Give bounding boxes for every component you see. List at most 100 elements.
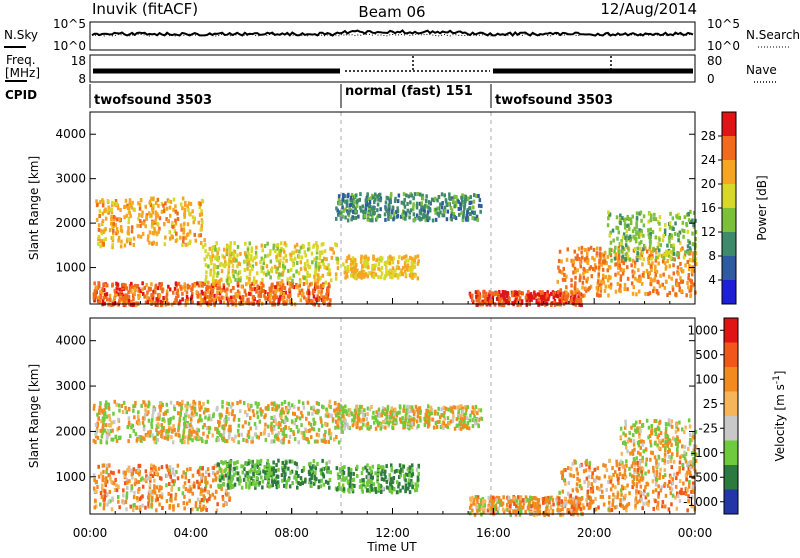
data-cell-2 [282, 461, 285, 465]
data-cell-0 [219, 433, 222, 437]
data-cell-0 [158, 405, 161, 409]
data-cell-0 [308, 295, 311, 299]
data-cell-7 [628, 227, 631, 231]
data-cell-1 [166, 499, 169, 503]
data-cell-3 [428, 216, 431, 220]
data-cell-2 [210, 258, 213, 262]
data-cell-2 [266, 264, 269, 268]
data-cell-0 [137, 410, 140, 414]
data-cell-5 [547, 297, 550, 301]
data-cell-1 [113, 215, 116, 219]
data-cell-6 [682, 269, 685, 273]
data-cell-1 [94, 499, 97, 503]
data-cell-6 [560, 288, 563, 292]
data-cell-3 [407, 415, 410, 419]
data-cell-2 [269, 275, 272, 279]
data-cell-1 [117, 500, 120, 504]
data-cell-6 [624, 287, 627, 291]
data-cell-0 [165, 429, 168, 433]
data-cell-0 [301, 414, 304, 418]
data-cell-1 [190, 202, 193, 206]
data-cell-0 [179, 402, 182, 406]
data-cell-6 [656, 289, 659, 293]
data-cell-3 [428, 422, 431, 426]
data-cell-1 [174, 219, 177, 223]
data-cell-1 [110, 215, 113, 219]
data-cell-0 [122, 410, 125, 414]
data-cell-3 [398, 194, 401, 198]
data-cell-4 [390, 477, 393, 481]
data-cell-5 [534, 294, 537, 298]
data-cell-0 [282, 297, 285, 301]
data-cell-0 [324, 433, 327, 437]
data-cell-6 [691, 270, 694, 274]
data-cell-2 [278, 484, 281, 488]
data-cell-2 [219, 475, 222, 479]
data-cell-0 [220, 414, 223, 418]
data-cell-1 [182, 237, 185, 241]
data-cell-3 [471, 410, 474, 414]
data-cell-7 [670, 244, 673, 248]
data-cell-2 [239, 270, 242, 274]
data-cell-6 [672, 263, 675, 267]
data-cell-1 [155, 508, 158, 512]
noise-left-tick-bottom: 10^0 [53, 39, 86, 53]
data-cell-0 [106, 297, 109, 301]
data-cell-1 [109, 228, 112, 232]
data-cell-3 [359, 405, 362, 409]
data-cell-3 [387, 196, 390, 200]
data-cell-3 [424, 423, 427, 427]
data-cell-6 [689, 294, 692, 298]
data-cell-2 [274, 265, 277, 269]
data-cell-3 [441, 192, 444, 196]
data-cell-6 [656, 270, 659, 274]
data-cell-6 [638, 290, 641, 294]
data-cell-1 [197, 498, 200, 502]
data-cell-4 [407, 259, 410, 263]
data-cell-3 [479, 210, 482, 214]
data-cell-1 [117, 239, 120, 243]
date-title: 12/Aug/2014 [600, 0, 697, 18]
data-cell-0 [137, 415, 140, 419]
data-cell-1 [187, 222, 190, 226]
data-cell-3 [336, 424, 339, 428]
data-cell-0 [93, 439, 96, 443]
data-cell-0 [255, 401, 258, 405]
data-cell-1 [122, 500, 125, 504]
data-cell-0 [199, 281, 202, 285]
data-cell-3 [387, 217, 390, 221]
data-cell-0 [148, 402, 151, 406]
data-cell-0 [245, 282, 248, 286]
data-cell-6 [634, 277, 637, 281]
data-cell-1 [182, 491, 185, 495]
data-cell-2 [216, 251, 219, 255]
data-cell-1 [103, 495, 106, 499]
data-cell-1 [94, 506, 97, 510]
data-cell-0 [107, 403, 110, 407]
data-cell-1 [98, 214, 101, 218]
data-cell-0 [222, 426, 225, 430]
data-cell-5 [546, 293, 549, 297]
data-cell-6 [668, 275, 671, 279]
data-cell-2 [207, 281, 210, 285]
data-cell-4 [362, 467, 365, 471]
data-cell-2 [323, 483, 326, 487]
data-cell-4 [352, 256, 355, 260]
data-cell-4 [389, 275, 392, 279]
data-cell-0 [298, 440, 301, 444]
data-cell-4 [377, 267, 380, 271]
data-cell-0 [169, 287, 172, 291]
data-cell-5 [482, 290, 485, 294]
data-cell-1 [133, 491, 136, 495]
data-cell-0 [133, 415, 136, 419]
data-cell-3 [454, 406, 457, 410]
data-cell-2 [311, 260, 314, 264]
data-cell-6 [593, 258, 596, 262]
data-cell-0 [310, 423, 313, 427]
data-cell-1 [111, 497, 114, 501]
data-cell-0 [283, 427, 286, 431]
data-cell-2 [262, 266, 265, 270]
colorbar-tick-label: 24 [701, 153, 716, 167]
data-cell-2 [221, 269, 224, 273]
